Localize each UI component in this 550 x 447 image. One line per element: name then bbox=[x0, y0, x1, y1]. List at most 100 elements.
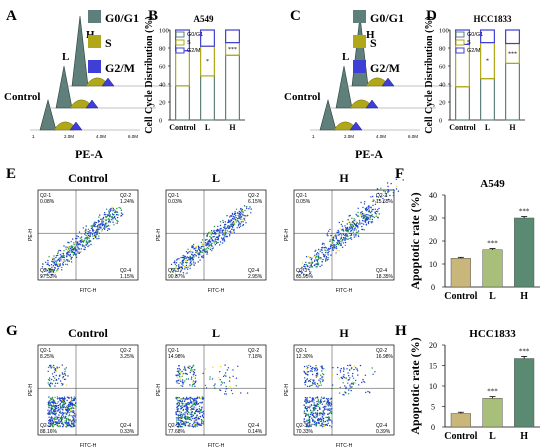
scatter-point bbox=[175, 262, 178, 264]
y-tick-label: 0 bbox=[431, 283, 435, 292]
scatter-point bbox=[226, 230, 228, 232]
scatter-point bbox=[70, 396, 73, 398]
scatter-point bbox=[199, 250, 201, 252]
scatter-point bbox=[303, 370, 305, 373]
scatter-point bbox=[385, 193, 387, 195]
scatter-point bbox=[51, 424, 53, 426]
x-tick-label: Control bbox=[444, 291, 477, 302]
scatter-point bbox=[52, 400, 54, 403]
scatter-point bbox=[340, 244, 342, 246]
scatter-point bbox=[371, 214, 373, 216]
scatter-point bbox=[320, 257, 322, 259]
scatter-point bbox=[202, 422, 204, 425]
scatter-point bbox=[61, 364, 63, 366]
scatter-point bbox=[244, 217, 246, 219]
scatter-point bbox=[239, 211, 242, 213]
scatter-point bbox=[201, 402, 203, 405]
scatter-point bbox=[208, 239, 211, 241]
scatter-point bbox=[313, 402, 315, 404]
scatter-point bbox=[55, 255, 58, 257]
scatter-point bbox=[98, 237, 100, 240]
scatter-point bbox=[74, 416, 76, 418]
scatter-point bbox=[98, 232, 101, 234]
y-tick-label: 80 bbox=[439, 46, 446, 53]
scatter-point bbox=[189, 265, 191, 267]
scatter-point bbox=[357, 235, 360, 238]
scatter-point bbox=[348, 222, 350, 224]
scatter-point bbox=[74, 396, 76, 398]
scatter-point bbox=[198, 248, 200, 250]
scatter-point bbox=[217, 225, 219, 228]
scatter-point bbox=[63, 378, 66, 381]
scatter-point bbox=[191, 245, 193, 247]
scatter-point bbox=[68, 254, 70, 257]
scatter-point bbox=[369, 216, 371, 219]
scatter-point bbox=[309, 272, 312, 274]
scatter-point bbox=[65, 415, 67, 418]
scatter-point bbox=[177, 371, 180, 374]
scatter-point bbox=[57, 401, 59, 403]
scatter-point bbox=[182, 264, 184, 267]
scatter-point bbox=[104, 222, 107, 224]
scatter-point bbox=[317, 384, 319, 386]
scatter-point bbox=[214, 232, 217, 234]
scatter-point bbox=[349, 386, 352, 388]
scatter-point bbox=[69, 425, 71, 427]
scatter-point bbox=[208, 240, 210, 242]
scatter-point bbox=[314, 383, 316, 385]
quadrant-label: 0.33% bbox=[120, 429, 135, 435]
scatter-point bbox=[346, 226, 349, 229]
panel-letter-g: G bbox=[6, 323, 18, 339]
scatter-point bbox=[197, 403, 200, 405]
scatter-point bbox=[77, 250, 79, 253]
scatter-point bbox=[67, 260, 69, 262]
scatter-point bbox=[380, 187, 382, 189]
scatter-point bbox=[58, 366, 60, 369]
scatter-point bbox=[70, 240, 72, 243]
legend-swatch bbox=[455, 31, 465, 38]
scatter-point bbox=[329, 239, 331, 241]
scatter-point bbox=[73, 404, 76, 406]
scatter-point bbox=[204, 242, 207, 244]
scatter-point bbox=[61, 372, 63, 374]
scatter-point bbox=[340, 243, 342, 245]
scatter-point bbox=[183, 368, 185, 371]
scatter-point bbox=[221, 231, 224, 233]
scatter-point bbox=[304, 406, 306, 409]
y-tick-label: 10 bbox=[429, 260, 437, 269]
scatter-point bbox=[313, 264, 316, 267]
scatter-point bbox=[356, 214, 358, 217]
scatter-point bbox=[63, 412, 65, 414]
scatter-point bbox=[192, 383, 194, 386]
scatter-point bbox=[174, 268, 176, 270]
scatter-point bbox=[323, 396, 325, 399]
scatter-point bbox=[225, 385, 227, 388]
scatter-point bbox=[190, 260, 192, 262]
scatter-point bbox=[352, 222, 354, 224]
scatter-point bbox=[373, 216, 376, 219]
scatter-point bbox=[324, 400, 326, 402]
scatter-point bbox=[208, 245, 211, 247]
scatter-point bbox=[69, 412, 71, 414]
scatter-point bbox=[95, 235, 97, 238]
scatter-point bbox=[64, 420, 66, 423]
scatter-point bbox=[320, 258, 322, 260]
scatter-point bbox=[186, 259, 188, 262]
scatter-point bbox=[73, 242, 75, 245]
panel-letter-a: A bbox=[6, 8, 17, 24]
scatter-point bbox=[239, 212, 241, 215]
scatter-point bbox=[355, 235, 357, 237]
scatter-point bbox=[345, 387, 347, 390]
scatter-point bbox=[231, 217, 234, 220]
scatter-point bbox=[89, 234, 92, 236]
x-tick-label: Control bbox=[169, 123, 196, 132]
scatter-point bbox=[329, 425, 331, 427]
scatter-point bbox=[321, 378, 323, 380]
scatter-point bbox=[57, 421, 59, 423]
scatter-point bbox=[189, 384, 191, 386]
cell-cycle-legend-a: G0/G1 S G2/M bbox=[88, 10, 139, 75]
scatter-point bbox=[202, 398, 204, 400]
scatter-point bbox=[339, 369, 342, 371]
quadrant-label: Q2-1 bbox=[168, 348, 179, 354]
